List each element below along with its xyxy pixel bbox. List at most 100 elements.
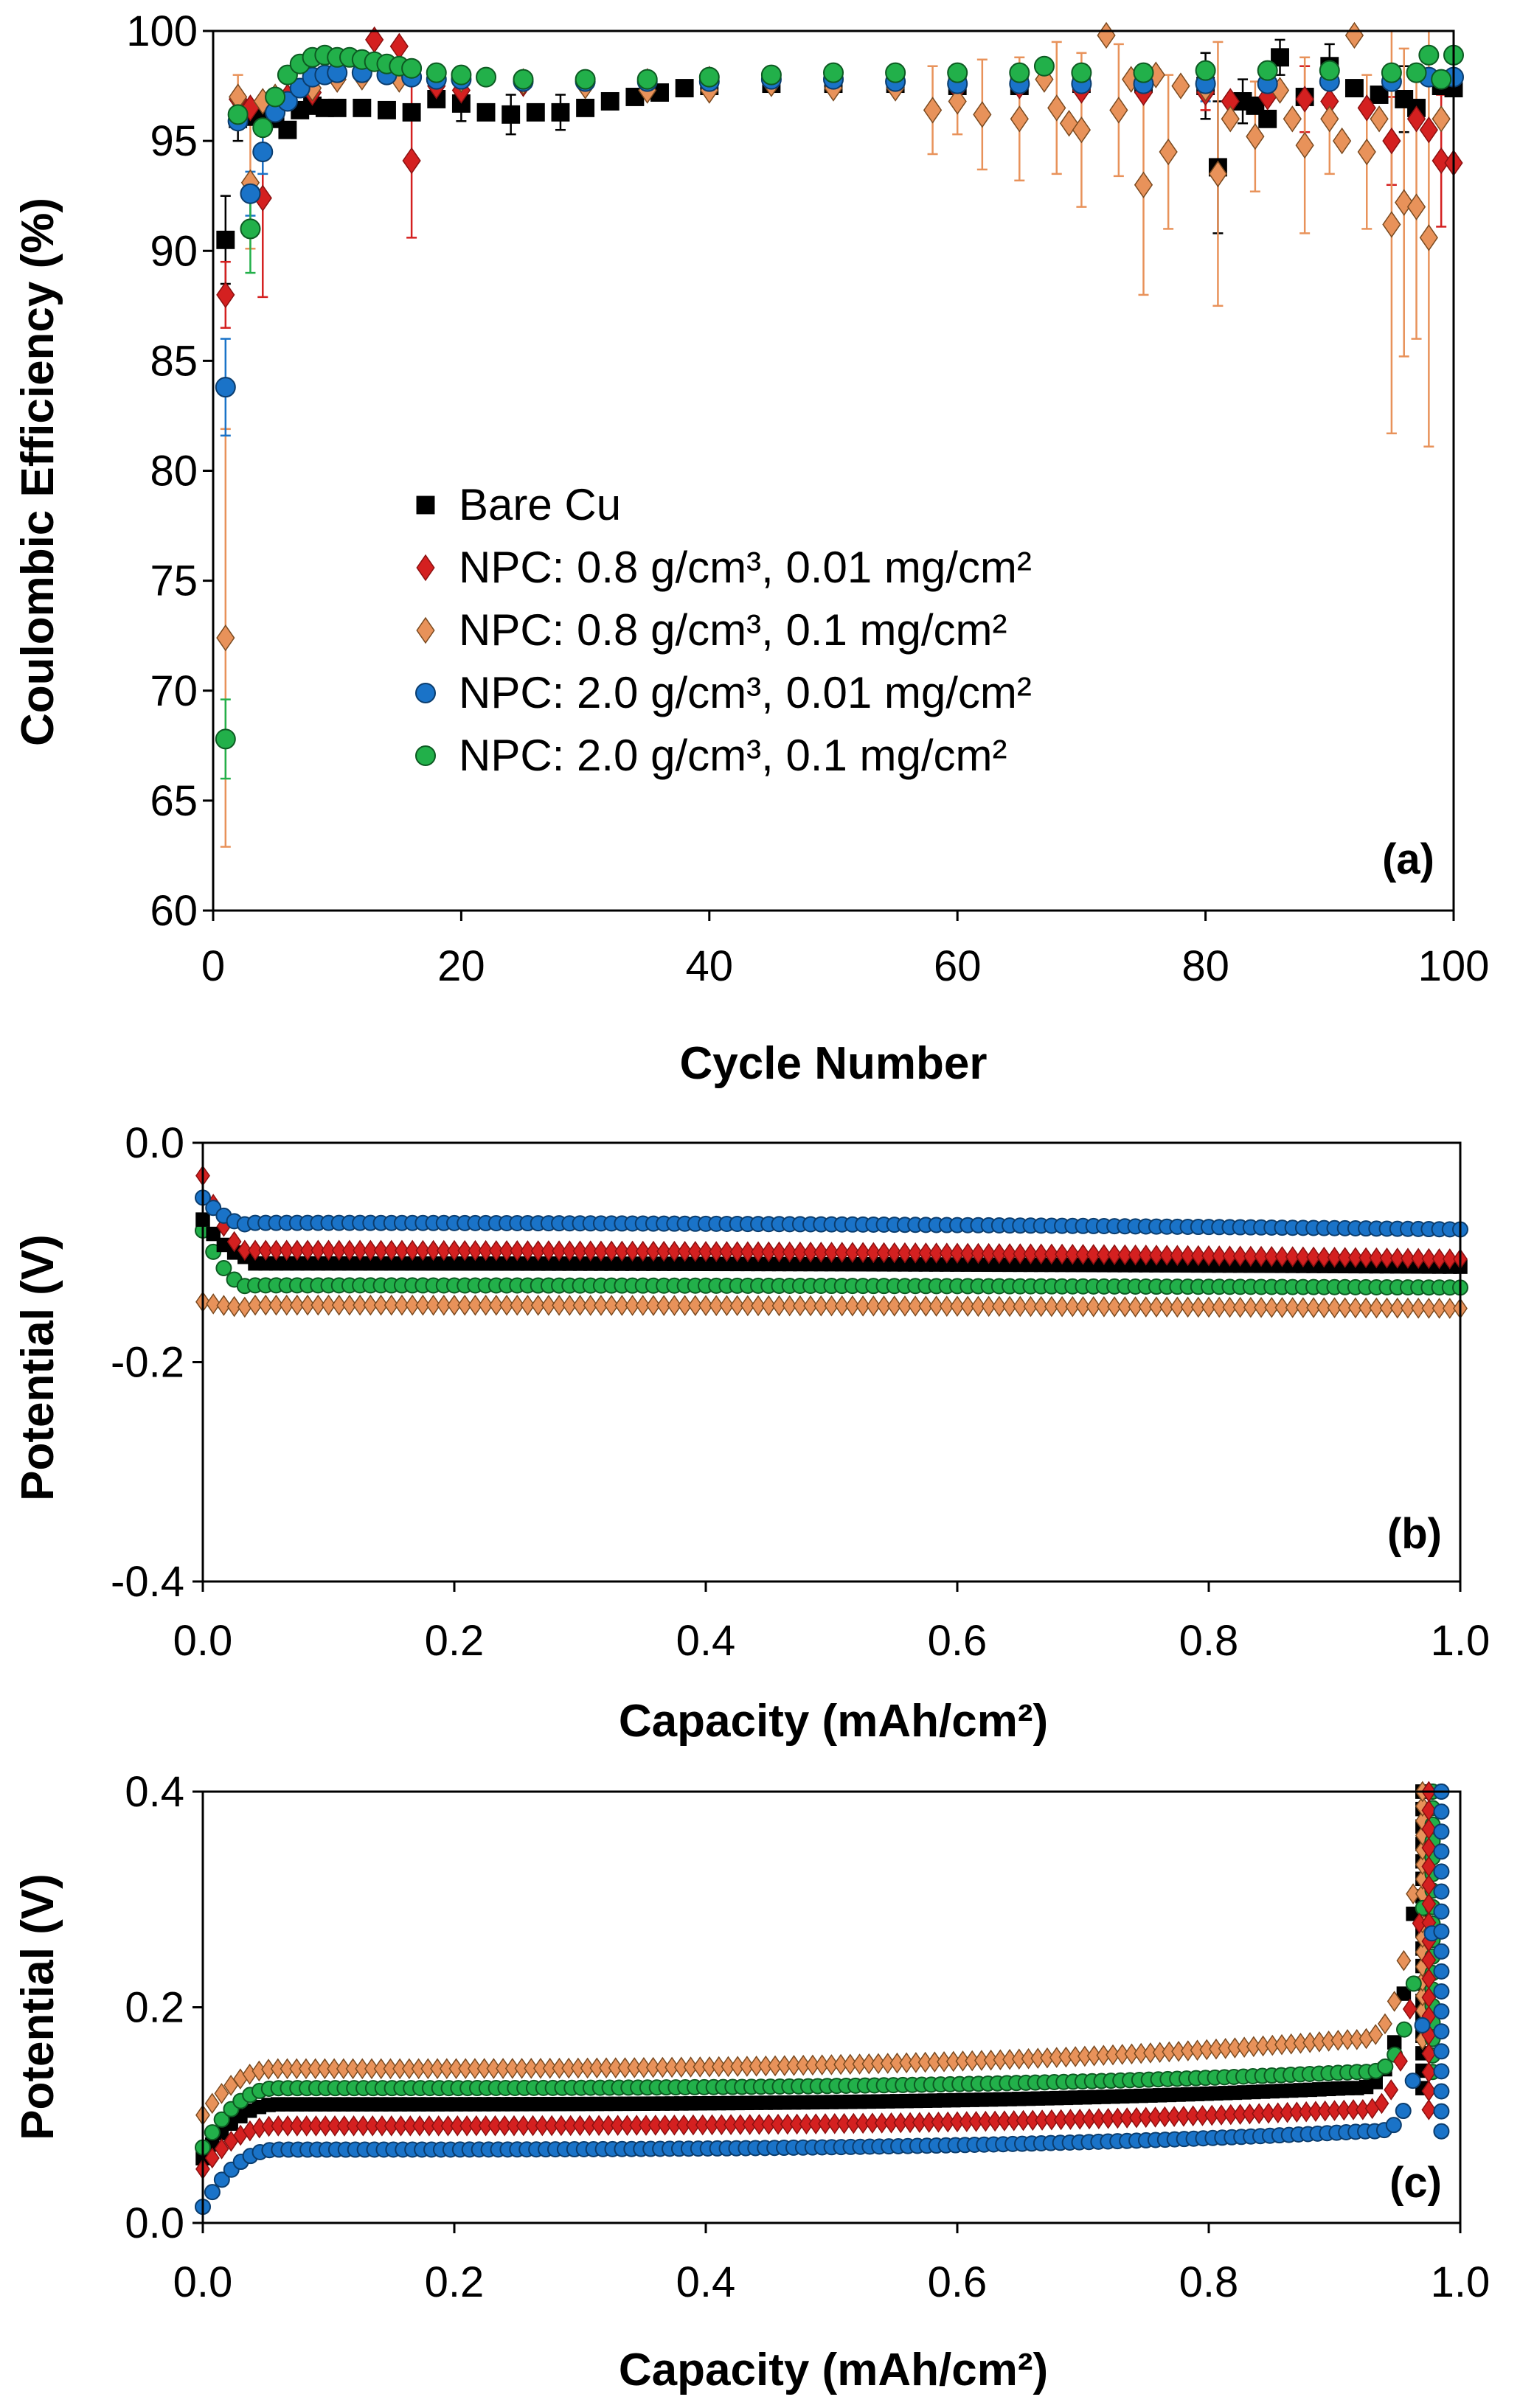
panel-a-error-bars [220, 29, 1447, 848]
panel-b-point-series-1 [530, 1240, 546, 1262]
panel-c-point-series-3 [1433, 1903, 1450, 1920]
panel-b-point-series-2 [321, 1294, 336, 1316]
panel-b-point-series-2 [342, 1294, 357, 1316]
panel-b-point-series-2 [1097, 1296, 1111, 1318]
panel-b-point-series-2 [782, 1295, 797, 1317]
panel-b-point-series-1 [457, 1239, 473, 1262]
panel-b-point-series-2 [1044, 1295, 1059, 1318]
panel-b-point-series-2 [792, 1295, 808, 1317]
panel-b-point-series-2 [415, 1294, 431, 1316]
panel-a-point-series-2 [1344, 21, 1364, 49]
panel-b-point-series-2 [719, 1295, 735, 1317]
panel-b-point-series-2 [646, 1295, 661, 1316]
panel-b-point-series-1 [1421, 1248, 1437, 1270]
panel-b-point-series-1 [667, 1240, 682, 1262]
panel-b-point-series-2 [457, 1294, 473, 1316]
panel-a-point-series-2 [1010, 105, 1029, 133]
panel-a-point-series-2 [1382, 211, 1401, 238]
panel-c-point-series-3 [1433, 2043, 1450, 2060]
panel-c-y-tick-label: 0.2 [125, 1984, 184, 2032]
panel-c-point-series-3 [1433, 1883, 1450, 1900]
panel-a-point-series-0 [353, 98, 372, 117]
panel-c-x-tick-label: 0.2 [425, 2258, 485, 2306]
panel-b-point-series-1 [1389, 1248, 1405, 1269]
panel-b-point-series-1 [499, 1239, 514, 1262]
panel-b-point-series-1 [719, 1241, 735, 1262]
panel-a-point-series-4 [227, 104, 249, 125]
panel-b-point-series-2 [405, 1294, 420, 1316]
panel-b-point-series-1 [1097, 1244, 1111, 1266]
panel-a-point-series-3 [252, 142, 274, 163]
panel-b-point-series-1 [1369, 1247, 1384, 1269]
panel-b-point-series-1 [856, 1242, 871, 1264]
panel-c-point-series-1 [204, 2147, 220, 2169]
panel-b-point-series-1 [342, 1239, 357, 1262]
panel-b-point-series-2 [1285, 1297, 1300, 1318]
legend-marker-series-3 [415, 683, 436, 703]
panel-b-point-series-2 [331, 1294, 347, 1316]
panel-b-point-series-1 [279, 1239, 294, 1262]
panel-b-point-series-2 [898, 1295, 912, 1317]
panel-a-y-tick-label: 100 [126, 7, 198, 55]
panel-b-point-series-1 [1264, 1245, 1280, 1267]
panel-b-point-series-2 [310, 1294, 326, 1316]
panel-b-y-tick-label: -0.4 [111, 1558, 184, 1606]
panel-b-point-series-1 [813, 1242, 829, 1263]
panel-b-point-series-2 [845, 1295, 860, 1317]
panel-b-point-series-1 [834, 1242, 850, 1263]
panel-b-point-series-2 [1159, 1296, 1175, 1318]
panel-a-point-series-1 [402, 147, 421, 175]
panel-b-point-series-1 [824, 1242, 839, 1263]
panel-b-point-series-2 [1086, 1295, 1101, 1318]
panel-b-point-series-1 [572, 1240, 588, 1262]
panel-a-points [215, 21, 1464, 750]
panel-b-point-series-1 [562, 1240, 577, 1262]
panel-c-point-series-1 [1421, 1968, 1437, 1990]
panel-b-point-series-1 [939, 1242, 954, 1264]
panel-c-x-tick-label: 0.0 [173, 2258, 233, 2306]
panel-b-point-series-2 [468, 1294, 483, 1316]
panel-b-point-series-1 [751, 1241, 766, 1263]
panel-b-point-series-2 [929, 1295, 944, 1317]
panel-b-point-series-2 [687, 1295, 703, 1317]
panel-b-point-series-1 [991, 1243, 1007, 1264]
panel-a-point-series-2 [1171, 72, 1190, 100]
panel-a-point-series-3 [215, 377, 236, 398]
panel-c-point-series-1 [1421, 1856, 1437, 1877]
panel-b-point-series-1 [1201, 1245, 1216, 1267]
panel-b-x-tick-label: 0.8 [1179, 1617, 1239, 1665]
panel-b-point-series-2 [656, 1295, 672, 1316]
panel-b-x-tick-label: 0.2 [425, 1617, 485, 1665]
panel-a-point-series-4 [947, 62, 968, 83]
panel-b-point-series-1 [1212, 1245, 1227, 1267]
panel-b-point-series-2 [698, 1295, 713, 1317]
panel-a-ticks: 0 20 40 60 80 100 60 65 70 75 80 85 90 95 100 [126, 7, 1489, 990]
panel-b-label: (b) [1387, 1510, 1442, 1558]
panel-b-point-series-2 [552, 1295, 566, 1316]
panel-c-point-series-1 [1421, 1874, 1437, 1896]
panel-c-label: (c) [1389, 2159, 1442, 2207]
panel-c-point-series-1 [1421, 1949, 1437, 1971]
panel-c-point-series-1 [1393, 2050, 1408, 2072]
panel-a-point-series-4 [823, 62, 844, 83]
panel-a-point-series-0 [476, 102, 496, 122]
panel-b-point-series-1 [1348, 1247, 1363, 1269]
panel-a-point-series-4 [1033, 55, 1055, 77]
panel-b-point-series-2 [1138, 1296, 1153, 1318]
panel-a-point-series-2 [1395, 189, 1414, 216]
panel-b-point-series-2 [981, 1295, 996, 1318]
panel-b-point-series-2 [572, 1295, 588, 1316]
panel-b-point-series-1 [1023, 1243, 1038, 1265]
panel-b-point-series-1 [268, 1239, 284, 1262]
panel-b-point-series-2 [1358, 1297, 1374, 1319]
panel-c-point-series-1 [1421, 2061, 1437, 2083]
panel-a-point-series-4 [575, 69, 596, 90]
panel-c-point-series-3 [204, 2184, 221, 2201]
panel-a-point-series-1 [216, 281, 235, 309]
panel-a-point-series-0 [327, 98, 347, 117]
panel-b-point-series-1 [687, 1241, 703, 1262]
panel-a-point-series-4 [1319, 60, 1340, 81]
panel-a-point-series-4 [401, 58, 423, 79]
panel-c-point-series-0 [1396, 1986, 1412, 2001]
panel-b-point-series-2 [866, 1295, 881, 1317]
